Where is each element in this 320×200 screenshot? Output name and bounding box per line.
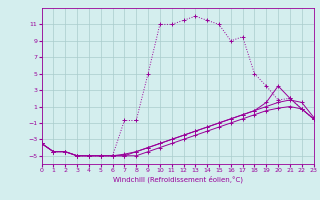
X-axis label: Windchill (Refroidissement éolien,°C): Windchill (Refroidissement éolien,°C) [113, 176, 243, 183]
